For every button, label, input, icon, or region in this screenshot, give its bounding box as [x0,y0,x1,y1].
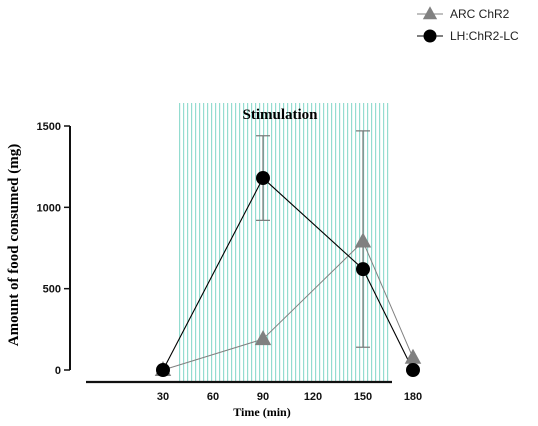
x-tick-label: 90 [257,391,269,403]
x-axis-ticks: 30 60 90 120 150 180 [157,391,422,403]
stimulation-label: Stimulation [242,107,318,123]
data-markers [154,171,422,377]
legend: ARC ChR2 LH:ChR2-LC [417,6,519,43]
y-axis-label: Amount of food consumed (mg) [6,144,22,347]
series-lines [162,177,414,371]
x-tick-label: 120 [304,391,322,403]
y-tick-label: 500 [43,284,61,296]
legend-label-arc-chr2: ARC ChR2 [450,7,510,21]
legend-marker-arc-chr2 [422,6,438,20]
lh-chr2-lc-point [406,363,420,377]
lh-chr2-lc-point [156,363,170,377]
arc-chr2-point [404,348,422,364]
legend-label-lh-chr2-lc: LH:ChR2-LC [450,29,519,43]
stimulation-region [179,103,389,382]
error-bars [256,130,370,348]
legend-marker-lh-chr2-lc [423,29,437,43]
y-tick-label: 0 [55,365,61,377]
x-tick-label: 60 [207,391,219,403]
y-axis-ticks: 0 500 1000 1500 [37,121,70,377]
y-tick-label: 1000 [37,202,61,214]
x-tick-label: 180 [404,391,422,403]
y-tick-label: 1500 [37,121,61,133]
lh-chr2-lc-point [256,171,270,186]
x-tick-label: 150 [354,391,372,403]
lh-chr2-lc-point [356,262,370,277]
series-arc-chr2-line [162,240,414,371]
arc-chr2-point [354,232,372,248]
arc-chr2-point [254,330,272,346]
x-tick-label: 30 [157,391,169,403]
series-lh-chr2-lc-line [162,177,414,371]
x-axis-label: Time (min) [233,405,290,419]
